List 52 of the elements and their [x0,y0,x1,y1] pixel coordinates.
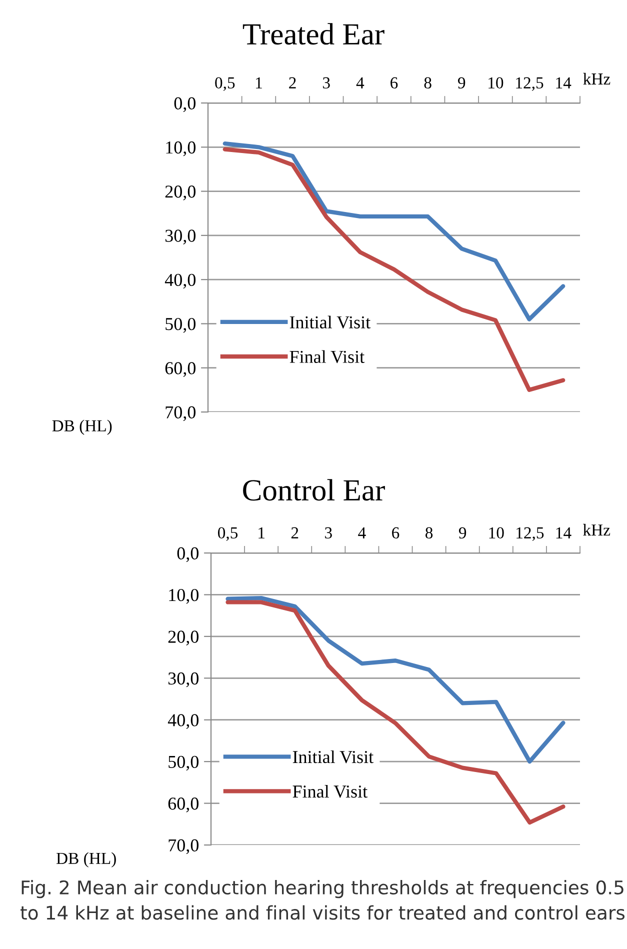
y-tick-label: 60,0 [165,362,196,377]
x-tick-label: 3 [325,527,332,539]
y-tick-label: 70,0 [168,839,199,854]
y-tick-label: 10,0 [169,588,199,604]
x-tick-label: 4 [356,77,364,88]
caption: Fig. 2 Mean air conduction hearing thresholds at frequencies 0.5 to 14 kHz at baseline and final visits for treated and control ears [20,880,625,920]
x-tick-label: 4 [358,527,366,538]
y-tick-label: 50,0 [166,318,196,333]
y-tick-label: 20,0 [168,630,199,646]
legend-label: Final Visit [292,784,368,798]
y-tick-label: 60,0 [168,798,199,812]
y-tick-label: 40,0 [168,714,199,729]
y-tick-label: 30,0 [168,672,199,688]
x-tick-label: 3 [322,77,330,89]
x-axis-title: kHz [583,72,610,84]
x-tick-label: 12,5 [516,527,544,541]
line-series [226,600,566,825]
x-tick-label: 1 [256,77,262,88]
line-series [222,147,566,392]
x-tick-label: 10 [489,527,504,539]
y-tick-label: 40,0 [164,274,196,289]
y-axis-title: DB (HL) [56,852,116,868]
x-tick-label: 0,5 [215,77,235,91]
x-tick-label: 12,5 [516,77,544,91]
x-tick-label: 14 [556,77,572,88]
y-tick-label: 0,0 [174,97,196,112]
y-tick-label: 70,0 [166,406,196,422]
y-tick-label: 20,0 [165,186,196,200]
line-series [226,596,566,764]
x-tick-label: 2 [289,77,296,88]
y-axis-title: DB (HL) [52,420,112,435]
legend-label: Initial Visit [292,750,374,764]
x-tick-label: 8 [426,527,433,539]
x-tick-label: 1 [258,527,264,538]
y-tick-label: 10,0 [166,141,196,156]
y-tick-label: 30,0 [165,230,196,244]
x-tick-label: 9 [458,527,466,539]
chart-title: Control Ear [243,479,385,501]
legend-label: Final Visit [290,350,364,364]
x-tick-label: 10 [488,77,504,89]
x-tick-label: 0,5 [218,527,238,541]
legend-label: Initial Visit [290,316,370,329]
x-tick-label: 14 [556,527,572,538]
x-tick-label: 6 [392,527,400,539]
chart-title: Treated Ear [242,23,384,45]
x-axis-title: kHz [583,524,610,536]
y-tick-label: 0,0 [177,547,199,562]
x-tick-label: 8 [424,77,432,89]
x-tick-label: 2 [291,527,298,538]
y-tick-label: 50,0 [168,756,199,771]
x-tick-label: 6 [390,77,398,89]
x-tick-label: 9 [458,77,466,89]
